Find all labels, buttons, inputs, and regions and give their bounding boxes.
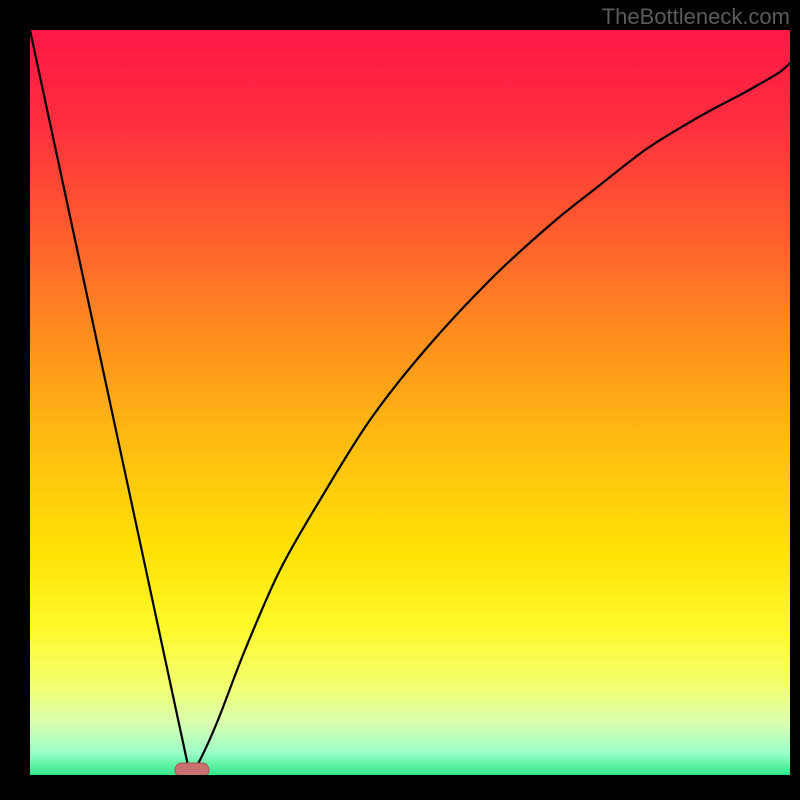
bottleneck-chart — [0, 0, 800, 800]
gradient-background — [30, 30, 790, 775]
watermark-text: TheBottleneck.com — [602, 4, 790, 30]
optimal-marker — [175, 763, 209, 777]
chart-container: TheBottleneck.com — [0, 0, 800, 800]
